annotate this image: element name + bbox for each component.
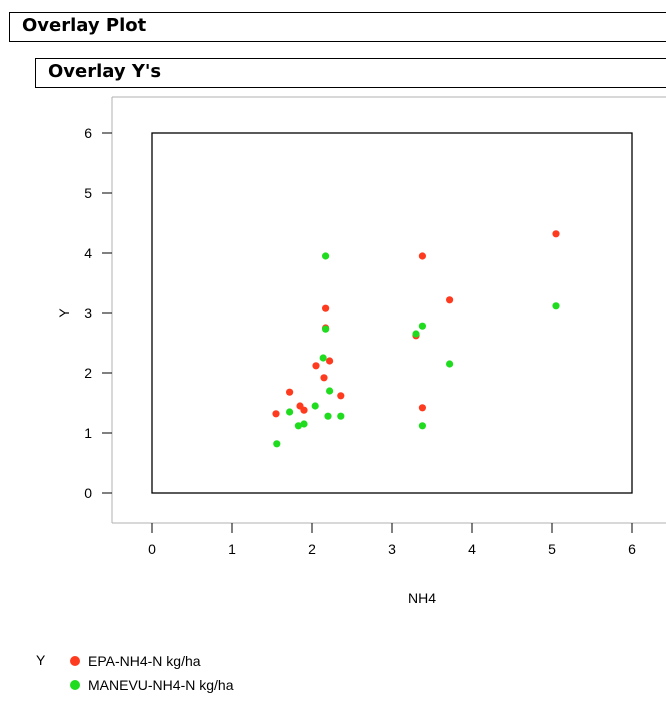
y-tick-label: 6 [84,125,92,141]
overlay-plot-header[interactable]: Overlay Plot [9,12,666,42]
data-point-epa[interactable] [446,296,454,304]
overlay-ys-title: Overlay Y's [48,61,162,82]
data-point-manevu[interactable] [273,440,281,448]
x-axis-title: NH4 [408,590,436,606]
data-point-manevu[interactable] [319,354,327,362]
plot-panel-layer [111,96,666,524]
data-point-manevu[interactable] [300,420,308,428]
data-point-manevu[interactable] [322,325,330,333]
x-tick-label: 6 [628,541,636,557]
data-point-manevu[interactable] [322,252,330,260]
data-point-epa[interactable] [322,304,330,312]
x-tick-label: 4 [468,541,476,557]
data-point-manevu[interactable] [294,422,302,430]
overlay-ys-header[interactable]: Overlay Y's [35,58,666,88]
data-point-manevu[interactable] [337,412,345,420]
y-tick-label: 1 [84,425,92,441]
legend-marker-manevu [70,680,80,691]
legend-item-manevu[interactable]: MANEVU-NH4-N kg/ha [70,674,233,696]
x-tick-label: 5 [548,541,556,557]
data-point-manevu[interactable] [326,387,334,395]
data-point-manevu[interactable] [324,412,332,420]
data-point-manevu[interactable] [311,402,319,410]
y-tick-label: 5 [84,185,92,201]
data-point-epa[interactable] [418,252,426,260]
y-tick-label: 4 [84,245,92,261]
legend-label-epa: EPA-NH4-N kg/ha [88,653,201,669]
data-point-epa[interactable] [312,362,320,370]
data-point-epa[interactable] [320,374,328,382]
data-point-epa[interactable] [337,392,345,400]
y-tick-label: 0 [84,485,92,501]
data-point-manevu[interactable] [418,422,426,430]
data-point-epa[interactable] [286,388,294,396]
data-point-epa[interactable] [272,410,280,418]
x-tick-label: 1 [228,541,236,557]
y-tick-label: 2 [84,365,92,381]
data-point-manevu[interactable] [418,322,426,330]
data-point-manevu[interactable] [446,360,454,368]
data-point-epa[interactable] [326,357,334,365]
overlay-plot-title: Overlay Plot [22,15,147,36]
legend-item-epa[interactable]: EPA-NH4-N kg/ha [70,650,201,672]
x-tick-label: 2 [308,541,316,557]
plot-frame [151,132,633,494]
x-tick-label: 0 [148,541,156,557]
data-point-epa[interactable] [300,406,308,414]
legend-marker-epa [70,656,80,667]
legend-label-manevu: MANEVU-NH4-N kg/ha [88,677,234,693]
y-tick-label: 3 [84,305,92,321]
data-point-epa[interactable] [418,404,426,412]
legend-title: Y [36,652,46,668]
y-axis-title: Y [56,308,72,318]
data-point-manevu[interactable] [286,408,294,416]
points-layer [272,230,560,448]
data-point-manevu[interactable] [552,302,560,310]
axes-layer: 0 1 2 3 4 5 6 0 1 2 3 4 5 6 [84,125,636,557]
data-point-manevu[interactable] [412,330,420,338]
x-tick-label: 3 [388,541,396,557]
scatter-chart: 0 1 2 3 4 5 6 0 1 2 3 4 5 6 NH4 Y [56,96,666,606]
data-point-epa[interactable] [552,230,560,238]
